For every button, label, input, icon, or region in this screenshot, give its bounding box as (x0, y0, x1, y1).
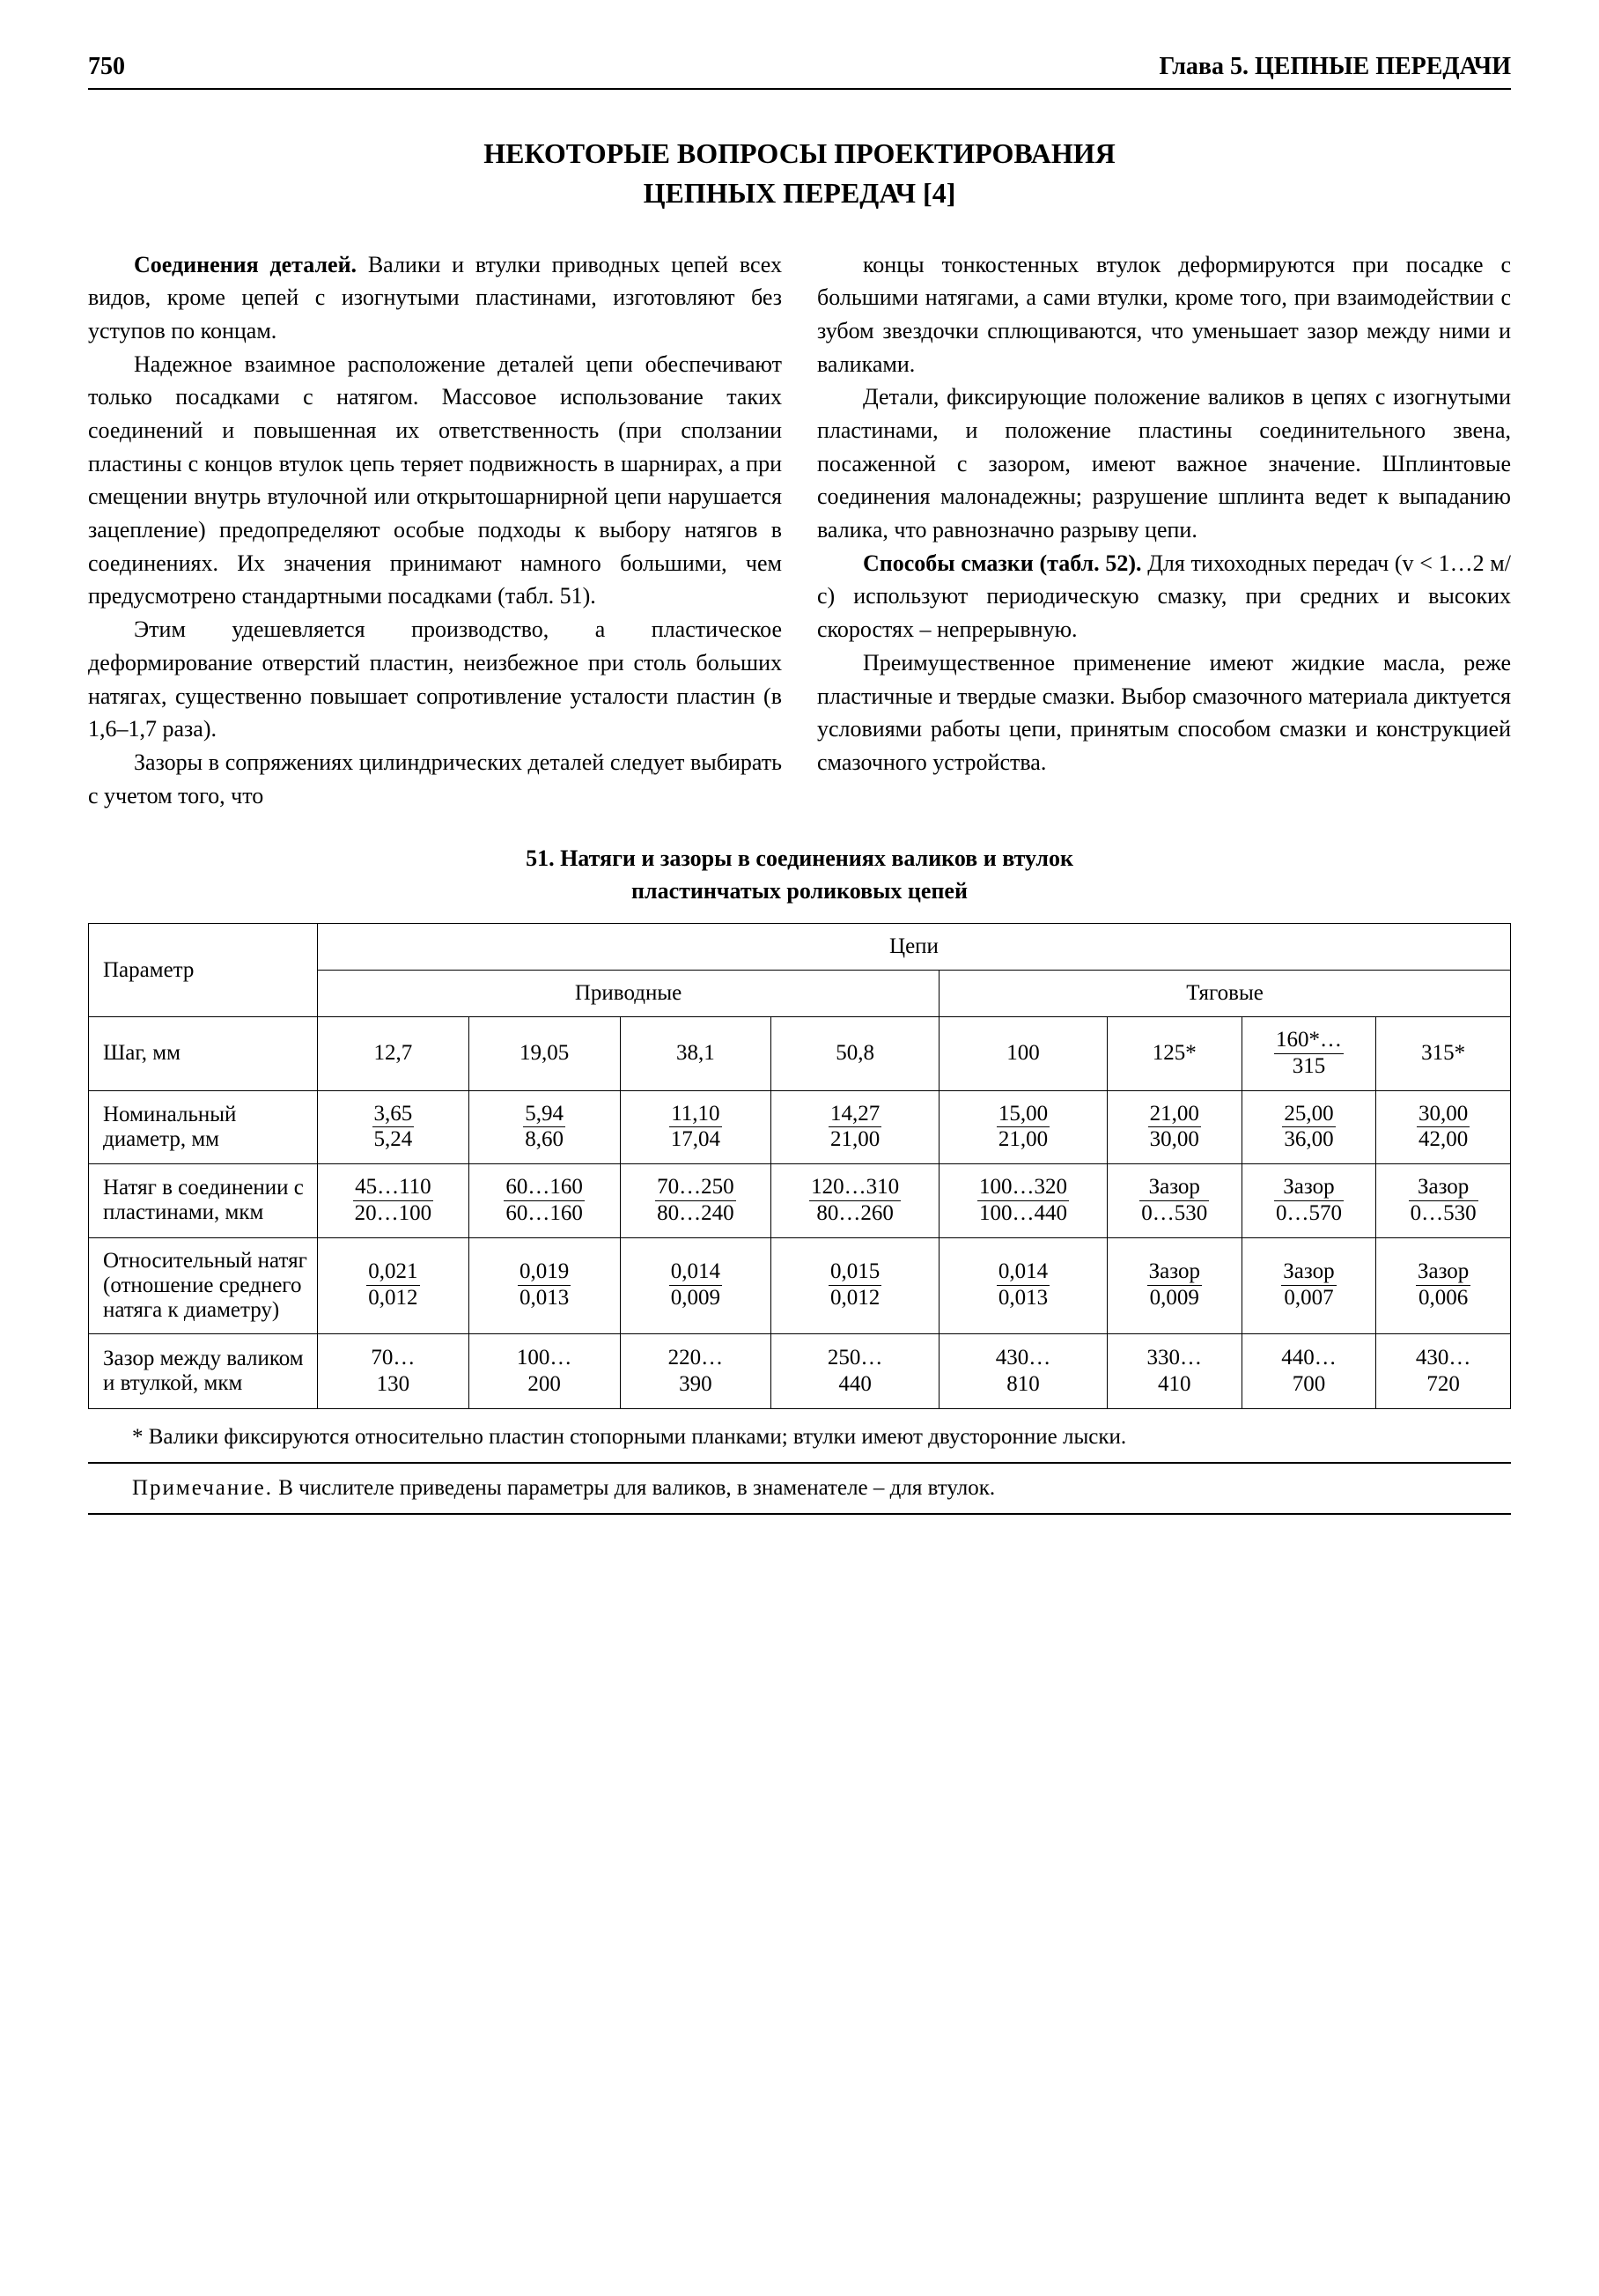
table-row: Относительный натяг (отношение среднего … (89, 1237, 1511, 1333)
left-p1: Соединения деталей. Валики и втулки прив… (88, 248, 782, 348)
table-row: Шаг, мм12,719,0538,150,8100125*160*…3153… (89, 1017, 1511, 1091)
data-cell: 0,0190,013 (468, 1237, 620, 1333)
data-cell: 19,05 (468, 1017, 620, 1091)
data-cell: 0,0140,013 (940, 1237, 1108, 1333)
data-cell: 3,655,24 (318, 1090, 469, 1164)
table-footnote: * Валики фиксируются относительно пласти… (88, 1425, 1511, 1464)
left-column: Соединения деталей. Валики и втулки прив… (88, 248, 782, 813)
data-cell: 250…440 (771, 1333, 940, 1408)
page-number: 750 (88, 53, 125, 81)
right-p2: Детали, фиксирующие положение валиков в … (817, 380, 1511, 546)
th-traction: Тяговые (940, 971, 1511, 1017)
right-column: концы тонкостенных втулок деформируются … (817, 248, 1511, 813)
main-table: Параметр Цепи Приводные Тяговые Шаг, мм1… (88, 923, 1511, 1409)
data-cell: 100…200 (468, 1333, 620, 1408)
th-param: Параметр (89, 924, 318, 1017)
data-cell: 430…720 (1376, 1333, 1511, 1408)
data-cell: 315* (1376, 1017, 1511, 1091)
page-header: 750 Глава 5. ЦЕПНЫЕ ПЕРЕДАЧИ (88, 53, 1511, 90)
table-title: 51. Натяги и зазоры в соединениях валико… (88, 843, 1511, 907)
table-note: Примечание. В числителе приведены параме… (88, 1476, 1511, 1515)
data-cell: 120…31080…260 (771, 1164, 940, 1238)
data-cell: 0,0150,012 (771, 1237, 940, 1333)
data-cell: 125* (1107, 1017, 1242, 1091)
data-cell: 100…320100…440 (940, 1164, 1108, 1238)
data-cell: 220…390 (620, 1333, 771, 1408)
table-header-row1: Параметр Цепи (89, 924, 1511, 971)
data-cell: 160*…315 (1242, 1017, 1376, 1091)
note-prefix: Примечание. (132, 1476, 273, 1500)
note-rest: В числителе приведены параметры для вали… (273, 1476, 995, 1500)
param-cell: Натяг в соединении с пластинами, мкм (89, 1164, 318, 1238)
chapter-title: Глава 5. ЦЕПНЫЕ ПЕРЕДАЧИ (1160, 53, 1511, 81)
table-row: Натяг в соединении с пластинами, мкм45…1… (89, 1164, 1511, 1238)
data-cell: 11,1017,04 (620, 1090, 771, 1164)
table-row: Номинальный диаметр, мм3,655,245,948,601… (89, 1090, 1511, 1164)
param-cell: Зазор между валиком и втулкой, мкм (89, 1333, 318, 1408)
right-p3: Способы смазки (табл. 52). Для тихоходны… (817, 547, 1511, 646)
data-cell: Зазор0,007 (1242, 1237, 1376, 1333)
section-title-line1: НЕКОТОРЫЕ ВОПРОСЫ ПРОЕКТИРОВАНИЯ (483, 137, 1115, 169)
data-cell: 0,0140,009 (620, 1237, 771, 1333)
data-cell: 12,7 (318, 1017, 469, 1091)
data-cell: 30,0042,00 (1376, 1090, 1511, 1164)
right-p1: концы тонкостенных втулок деформируются … (817, 248, 1511, 381)
data-cell: Зазор0…530 (1376, 1164, 1511, 1238)
data-cell: 14,2721,00 (771, 1090, 940, 1164)
data-cell: Зазор0,006 (1376, 1237, 1511, 1333)
data-cell: 15,0021,00 (940, 1090, 1108, 1164)
data-cell: 38,1 (620, 1017, 771, 1091)
data-cell: 45…11020…100 (318, 1164, 469, 1238)
data-cell: 50,8 (771, 1017, 940, 1091)
param-cell: Номинальный диаметр, мм (89, 1090, 318, 1164)
right-p4: Преимущественное применение имеют жидкие… (817, 646, 1511, 779)
section-title: НЕКОТОРЫЕ ВОПРОСЫ ПРОЕКТИРОВАНИЯ ЦЕПНЫХ … (88, 134, 1511, 213)
data-cell: Зазор0…570 (1242, 1164, 1376, 1238)
data-cell: 60…16060…160 (468, 1164, 620, 1238)
table-row: Зазор между валиком и втулкой, мкм70…130… (89, 1333, 1511, 1408)
left-p2: Надежное взаимное расположение деталей ц… (88, 348, 782, 614)
table-title-line1: 51. Натяги и зазоры в соединениях валико… (526, 845, 1073, 871)
param-cell: Шаг, мм (89, 1017, 318, 1091)
th-drive: Приводные (318, 971, 940, 1017)
table-title-line2: пластинчатых роликовых цепей (631, 878, 968, 904)
text-columns: Соединения деталей. Валики и втулки прив… (88, 248, 1511, 813)
data-cell: 430…810 (940, 1333, 1108, 1408)
right-p3-bold: Способы смазки (табл. 52). (863, 550, 1142, 576)
data-cell: 0,0210,012 (318, 1237, 469, 1333)
data-cell: 25,0036,00 (1242, 1090, 1376, 1164)
section-title-line2: ЦЕПНЫХ ПЕРЕДАЧ [4] (644, 177, 956, 209)
data-cell: 440…700 (1242, 1333, 1376, 1408)
table-body: Шаг, мм12,719,0538,150,8100125*160*…3153… (89, 1017, 1511, 1409)
data-cell: 5,948,60 (468, 1090, 620, 1164)
data-cell: Зазор0,009 (1107, 1237, 1242, 1333)
left-p4: Зазоры в сопряжениях цилиндрических дета… (88, 746, 782, 812)
data-cell: 70…25080…240 (620, 1164, 771, 1238)
left-p3: Этим удешевляется производство, а пласти… (88, 613, 782, 746)
data-cell: Зазор0…530 (1107, 1164, 1242, 1238)
left-p1-bold: Соединения деталей. (134, 252, 357, 277)
data-cell: 100 (940, 1017, 1108, 1091)
data-cell: 70…130 (318, 1333, 469, 1408)
th-chains: Цепи (318, 924, 1511, 971)
data-cell: 21,0030,00 (1107, 1090, 1242, 1164)
data-cell: 330…410 (1107, 1333, 1242, 1408)
param-cell: Относительный натяг (отношение среднего … (89, 1237, 318, 1333)
